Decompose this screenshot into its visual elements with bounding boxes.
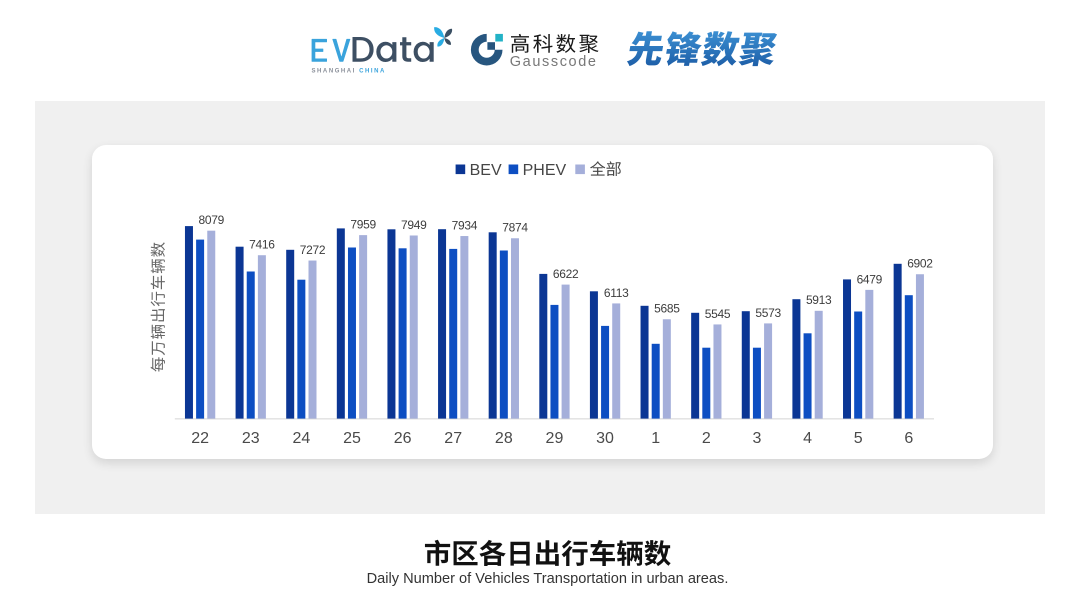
svg-text:SHANGHAI CHINA: SHANGHAI CHINA — [312, 69, 386, 75]
svg-text:6902: 6902 — [907, 257, 933, 271]
svg-text:24: 24 — [292, 430, 310, 447]
svg-text:BEV: BEV — [470, 162, 502, 179]
svg-text:25: 25 — [343, 430, 361, 447]
svg-text:5913: 5913 — [806, 293, 832, 307]
svg-text:6113: 6113 — [604, 286, 629, 300]
svg-text:7416: 7416 — [249, 238, 275, 252]
svg-text:5685: 5685 — [654, 302, 680, 316]
svg-text:4: 4 — [803, 430, 812, 447]
svg-text:5: 5 — [854, 430, 863, 447]
svg-text:7949: 7949 — [401, 218, 427, 232]
svg-text:28: 28 — [495, 430, 513, 447]
svg-text:6: 6 — [904, 430, 913, 447]
svg-text:26: 26 — [394, 430, 412, 447]
svg-text:6479: 6479 — [857, 272, 883, 286]
svg-text:1: 1 — [651, 430, 660, 447]
svg-text:2: 2 — [702, 430, 711, 447]
svg-text:5573: 5573 — [755, 306, 781, 320]
svg-text:30: 30 — [596, 430, 614, 447]
svg-text:7959: 7959 — [350, 218, 376, 232]
svg-text:7272: 7272 — [300, 243, 326, 257]
svg-text:27: 27 — [444, 430, 462, 447]
svg-text:22: 22 — [191, 430, 209, 447]
svg-text:6622: 6622 — [553, 267, 579, 281]
svg-text:3: 3 — [752, 430, 761, 447]
svg-text:23: 23 — [242, 430, 260, 447]
svg-text:7874: 7874 — [502, 221, 528, 235]
svg-text:8079: 8079 — [199, 213, 225, 227]
svg-text:7934: 7934 — [452, 218, 478, 232]
svg-text:PHEV: PHEV — [523, 162, 567, 179]
svg-text:Daily Number of Vehicles Trans: Daily Number of Vehicles Transportation … — [367, 571, 729, 587]
svg-text:29: 29 — [546, 430, 564, 447]
svg-text:5545: 5545 — [705, 307, 731, 321]
svg-text:Gausscode: Gausscode — [510, 54, 598, 70]
